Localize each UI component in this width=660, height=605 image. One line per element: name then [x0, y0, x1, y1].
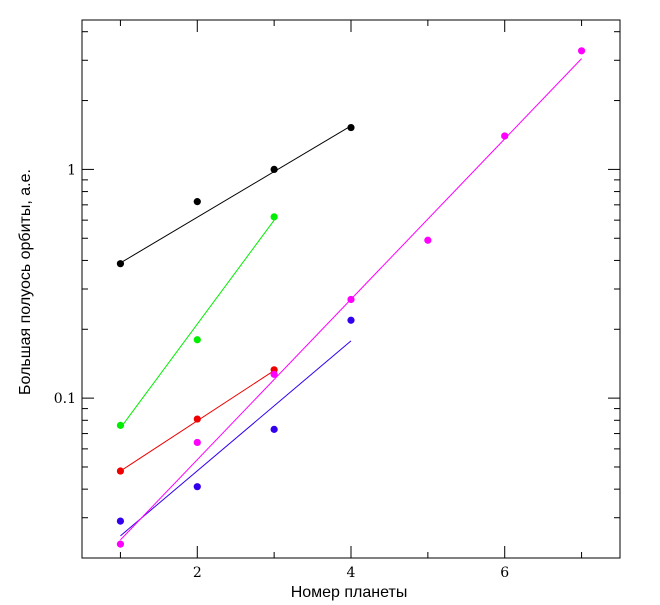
data-point: [116, 540, 125, 548]
plot-frame: [81, 19, 621, 559]
x-tick-label: 2: [193, 565, 202, 581]
data-point: [270, 370, 278, 378]
data-point: [347, 123, 355, 132]
data-point: [270, 425, 278, 433]
x-tick-label: 6: [500, 565, 509, 581]
data-point: [116, 421, 125, 429]
data-point: [270, 165, 278, 174]
data-point: [424, 236, 432, 244]
axis-ticks: [82, 20, 620, 559]
fit-line: [120, 340, 352, 537]
data-point: [501, 132, 509, 140]
fit-line: [120, 219, 275, 429]
data-point: [577, 47, 586, 55]
data-point: [347, 295, 355, 304]
data-point: [116, 260, 125, 268]
data-point: [347, 316, 355, 324]
data-point: [193, 483, 201, 491]
y-axis-title: Большая полуось орбиты, а.е.: [17, 169, 34, 395]
data-point: [116, 517, 125, 525]
data-point: [193, 415, 201, 423]
data-point: [193, 198, 201, 206]
data-points: [116, 47, 586, 548]
x-axis-title: Номер планеты: [291, 584, 408, 601]
data-point: [270, 213, 278, 221]
fit-line: [120, 125, 352, 264]
data-point: [193, 336, 201, 344]
y-tick-label: 1: [67, 162, 76, 178]
y-tick-label: 0.1: [54, 391, 76, 407]
data-point: [116, 467, 125, 475]
data-point: [193, 438, 201, 447]
x-tick-label: 4: [347, 565, 356, 581]
tick-labels: 2 4 6 0.1 1: [54, 162, 510, 581]
